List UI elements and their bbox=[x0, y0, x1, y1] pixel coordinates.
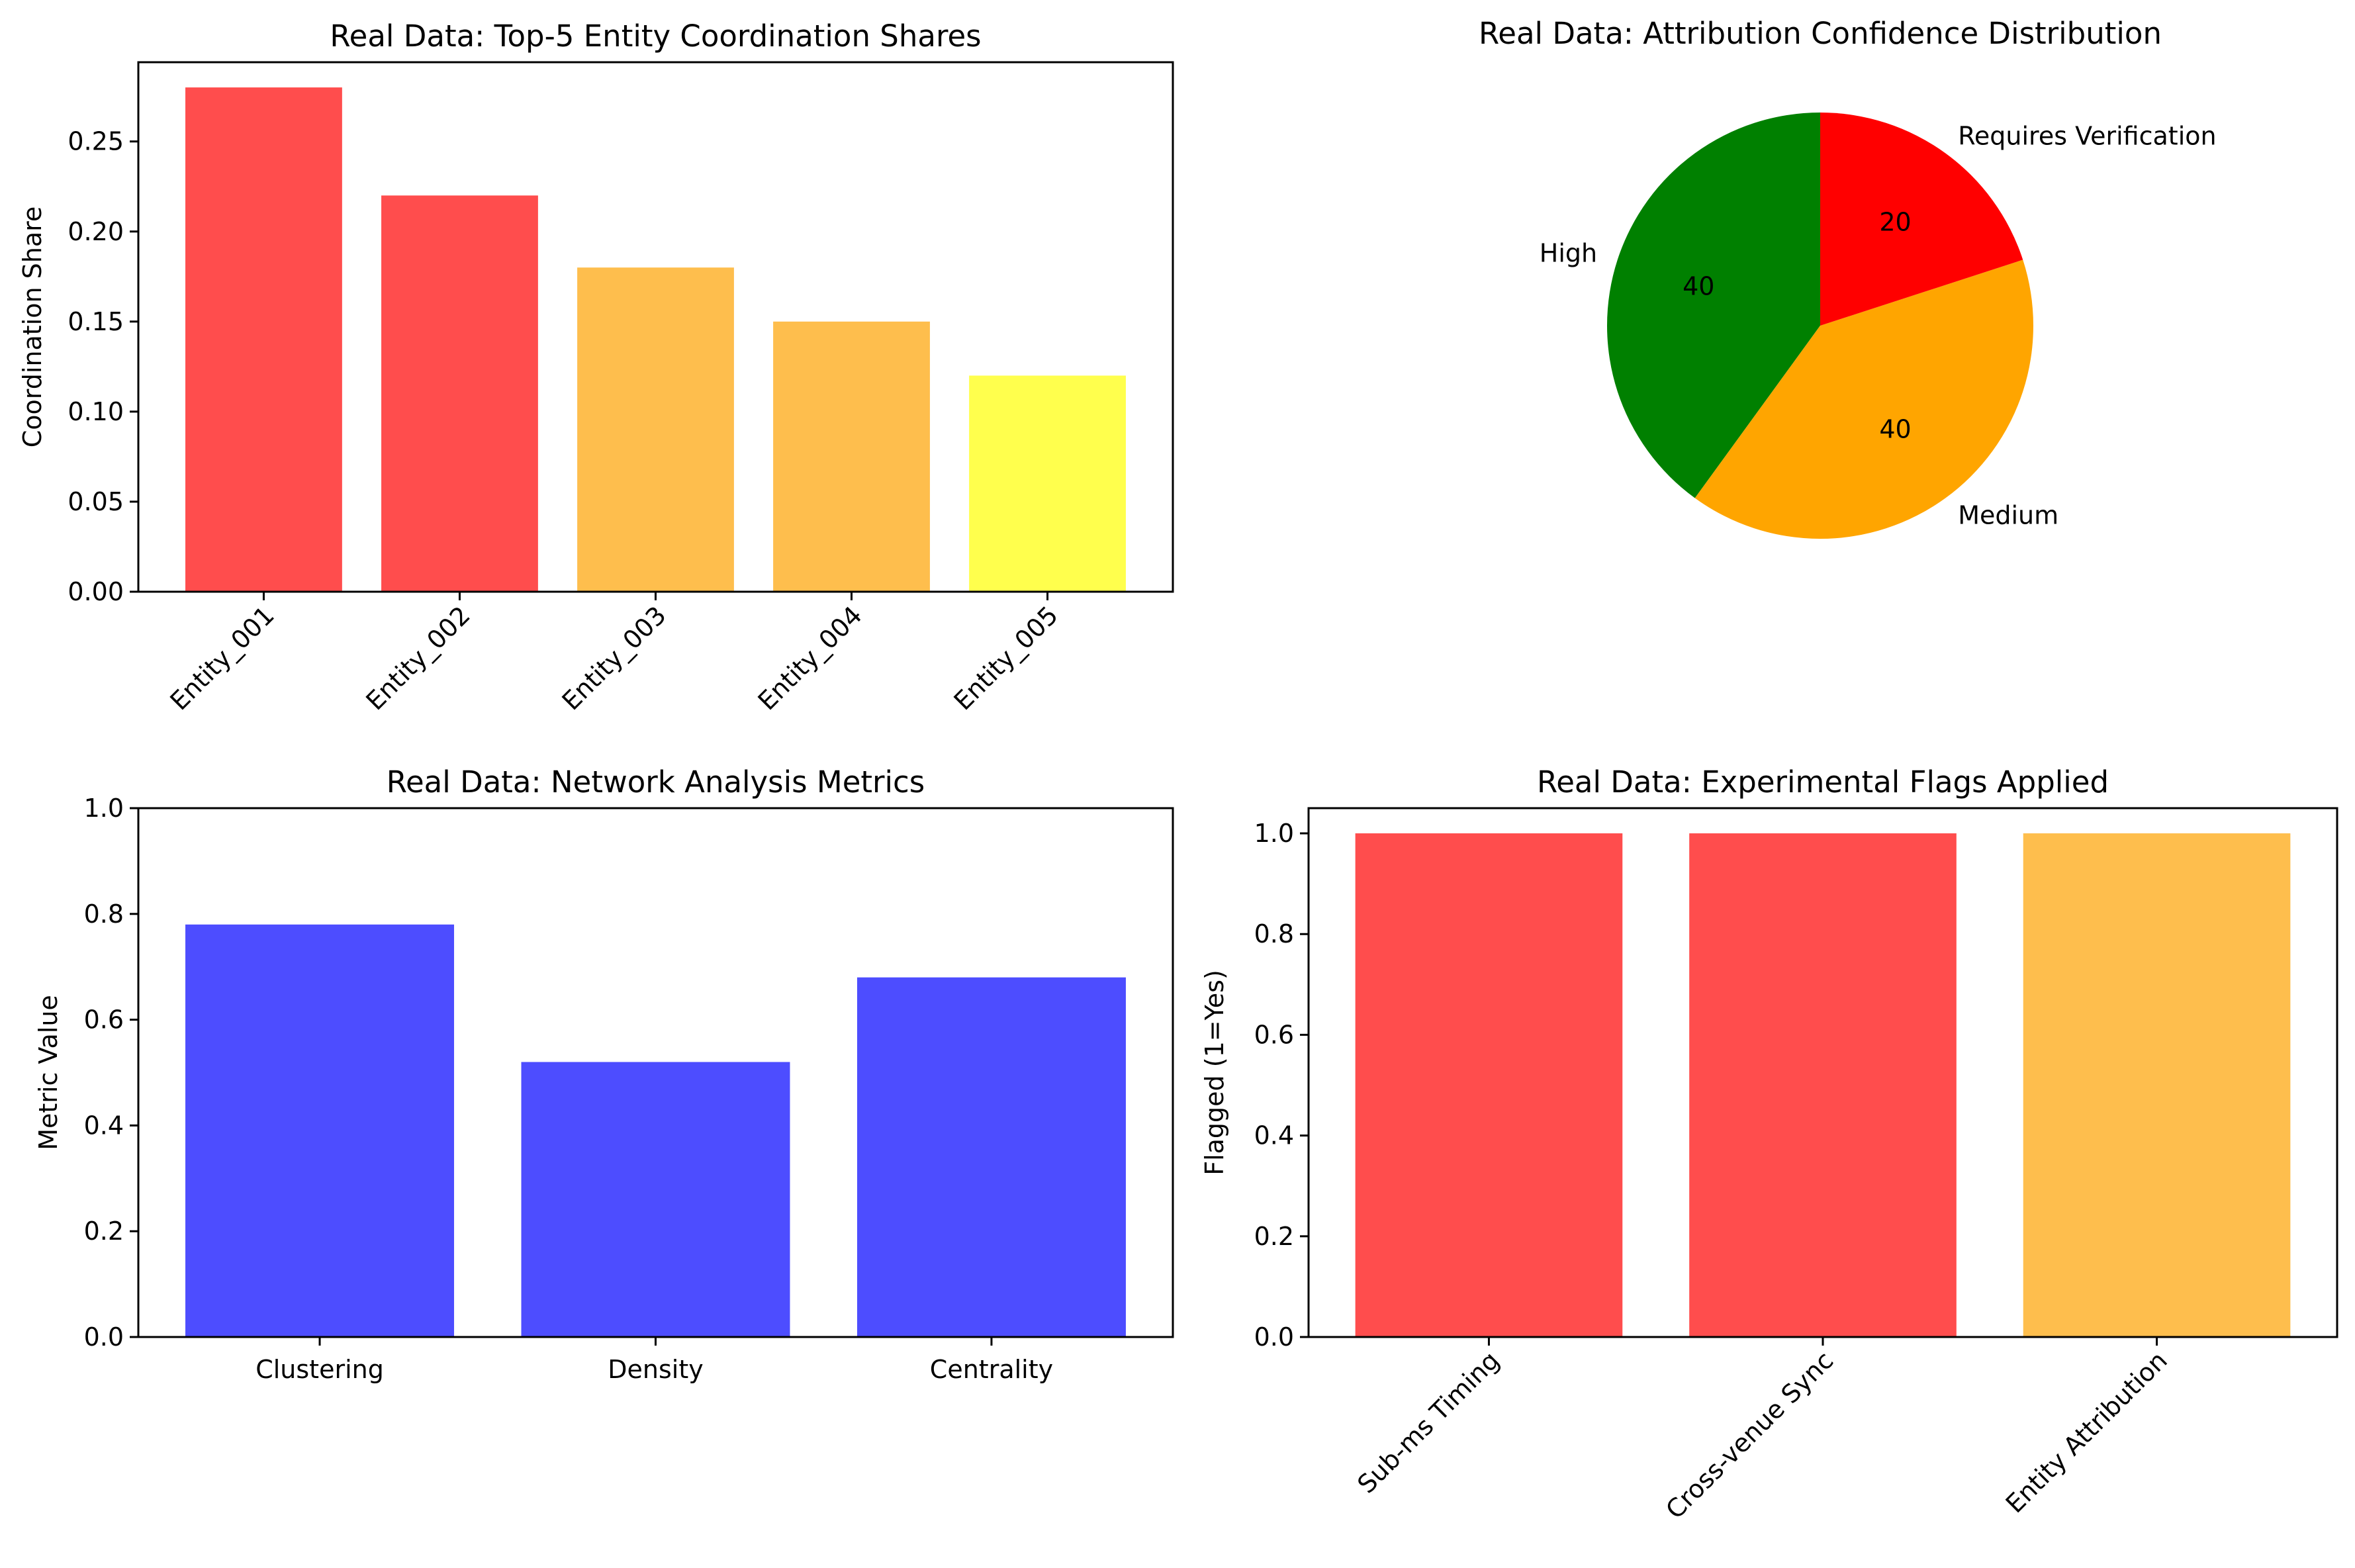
x-tick-label: Entity_004 bbox=[753, 600, 868, 715]
bar-entity-002 bbox=[381, 195, 538, 592]
bar-entity-attribution bbox=[2023, 833, 2291, 1337]
y-tick-label: 0.05 bbox=[68, 487, 124, 516]
pie-slice-high bbox=[1606, 113, 1820, 498]
x-tick-label: Centrality bbox=[930, 1355, 1053, 1384]
pie-chart: High 40 Medium 40 Requires Verification 20 Rea… bbox=[1479, 16, 2217, 539]
y-tick-label: 0.10 bbox=[68, 397, 124, 426]
y-tick-label: 1.0 bbox=[84, 794, 124, 823]
bar-density bbox=[521, 1062, 790, 1337]
y-axis-label: Coordination Share bbox=[18, 207, 47, 448]
y-tick-label: 0.0 bbox=[84, 1322, 124, 1352]
bar-cross-venue-sync bbox=[1689, 833, 1957, 1337]
chart-title: Real Data: Top-5 Entity Coordination Sha… bbox=[330, 19, 981, 54]
y-tick-label: 0.15 bbox=[68, 307, 124, 336]
bar-entity-001 bbox=[185, 87, 342, 592]
x-tick-label: Entity_005 bbox=[948, 600, 1064, 715]
y-tick-label: 0.2 bbox=[1254, 1222, 1294, 1251]
y-tick-label: 0.20 bbox=[68, 217, 124, 246]
bar-clustering bbox=[185, 924, 455, 1337]
pie-label: Medium bbox=[1958, 501, 2058, 530]
x-tick-label: Density bbox=[608, 1355, 703, 1384]
x-tick-label: Cross-venue Sync bbox=[1660, 1346, 1839, 1524]
bar-chart-4: 0.0 0.2 0.4 0.6 0.8 1.0 Sub-ms Timing Cross-ven… bbox=[1200, 764, 2338, 1524]
y-tick-label: 0.6 bbox=[84, 1005, 124, 1035]
pie-slice-medium bbox=[1694, 259, 2033, 539]
x-tick-label: Clustering bbox=[255, 1355, 384, 1384]
y-tick-label: 0.0 bbox=[1254, 1322, 1294, 1352]
y-tick-label: 0.6 bbox=[1254, 1020, 1294, 1049]
pie-value-label: 20 bbox=[1879, 208, 1911, 237]
x-tick-label: Entity_002 bbox=[361, 600, 476, 715]
pie-label: Requires Verification bbox=[1958, 121, 2216, 150]
y-tick-label: 0.4 bbox=[84, 1111, 124, 1140]
y-tick-label: 0.25 bbox=[68, 127, 124, 156]
pie-label: High bbox=[1540, 239, 1597, 268]
y-tick-label: 0.00 bbox=[68, 577, 124, 606]
y-tick-label: 0.4 bbox=[1254, 1121, 1294, 1150]
y-tick-label: 0.2 bbox=[84, 1217, 124, 1246]
x-tick-label: Entity Attribution bbox=[2000, 1346, 2173, 1518]
pie-value-label: 40 bbox=[1683, 271, 1714, 300]
y-tick-label: 0.8 bbox=[84, 899, 124, 929]
x-tick-label: Entity_001 bbox=[165, 600, 280, 715]
pie-value-label: 40 bbox=[1879, 414, 1911, 443]
pie-slice-requires-verification bbox=[1820, 113, 2023, 326]
x-tick-label: Entity_003 bbox=[557, 600, 672, 715]
bar-sub-ms-timing bbox=[1355, 833, 1623, 1337]
bar-entity-004 bbox=[773, 321, 930, 592]
bar-chart-1: 0.00 0.05 0.10 0.15 0.20 0.25 Entity_001 Entity… bbox=[18, 19, 1174, 716]
chart-title: Real Data: Experimental Flags Applied bbox=[1537, 764, 2109, 800]
bar-chart-3: 0.0 0.2 0.4 0.6 0.8 1.0 Clustering Density Centr… bbox=[34, 764, 1174, 1384]
bar-entity-003 bbox=[577, 267, 734, 592]
y-axis-label: Flagged (1=Yes) bbox=[1200, 970, 1229, 1176]
y-tick-label: 1.0 bbox=[1254, 819, 1294, 848]
y-tick-label: 0.8 bbox=[1254, 919, 1294, 948]
y-axis-label: Metric Value bbox=[34, 995, 63, 1150]
chart-title: Real Data: Attribution Confidence Distri… bbox=[1479, 16, 2162, 51]
chart-title: Real Data: Network Analysis Metrics bbox=[387, 764, 925, 800]
bar-entity-005 bbox=[969, 375, 1126, 592]
bar-centrality bbox=[856, 977, 1126, 1337]
x-tick-label: Sub-ms Timing bbox=[1352, 1346, 1504, 1499]
